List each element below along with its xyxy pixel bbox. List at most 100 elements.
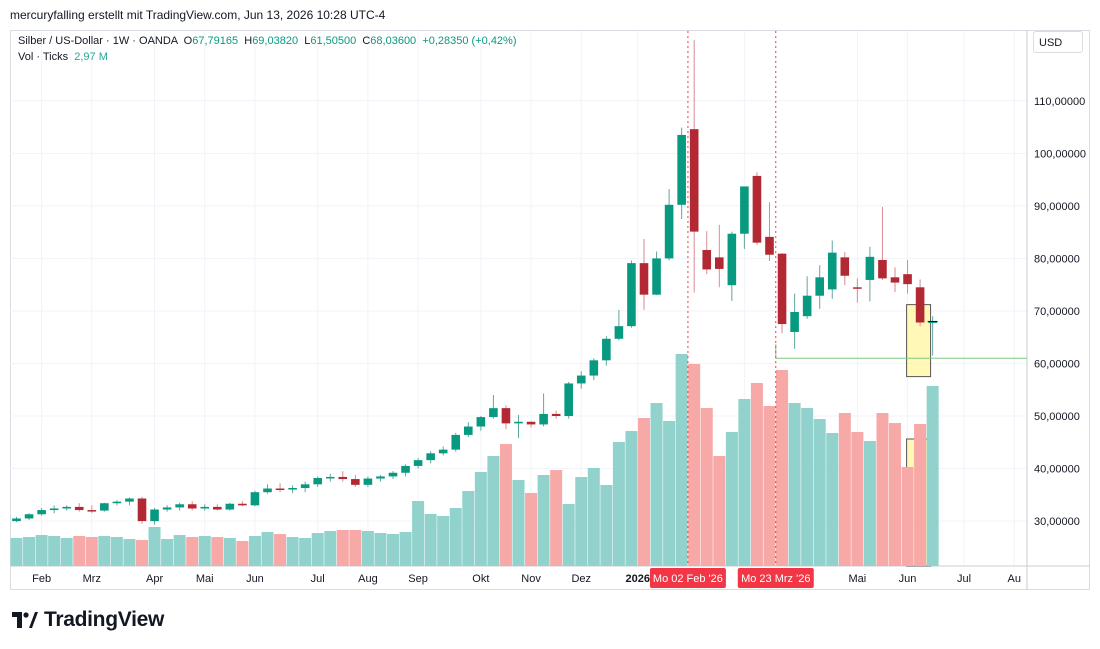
candle-body: [112, 501, 122, 504]
volume-bar: [863, 441, 876, 566]
time-tick-label: Jun: [899, 573, 917, 585]
candle-body: [200, 506, 210, 509]
currency-selector[interactable]: USD: [1033, 31, 1083, 53]
candle-body: [727, 233, 737, 286]
candle-body: [639, 263, 649, 295]
candle-body: [903, 274, 912, 285]
volume-bar: [349, 530, 362, 566]
volume-bar: [35, 535, 48, 566]
candle-body: [501, 408, 511, 424]
volume-bar: [562, 504, 575, 566]
date-marker-badge[interactable]: [649, 568, 726, 588]
candle-body: [300, 484, 310, 488]
volume-bar: [223, 538, 236, 566]
chart-legend: Silber / US-Dollar · 1W · OANDA O67,7916…: [18, 33, 517, 65]
volume-bar: [23, 537, 36, 566]
price-tick-label: 100,00000: [1034, 148, 1086, 160]
volume-bar: [713, 456, 726, 566]
volume-bar: [525, 493, 538, 566]
time-tick-label: Dez: [571, 573, 591, 585]
volume-bar: [248, 536, 261, 566]
candle-body: [853, 287, 862, 289]
volume-bar: [198, 536, 211, 566]
candle-body: [12, 518, 21, 522]
volume-bar: [336, 530, 349, 566]
volume-bar: [838, 413, 851, 566]
volume-bar: [10, 538, 23, 566]
candle-body: [677, 134, 686, 205]
volume-label[interactable]: Vol · Ticks: [18, 51, 69, 63]
candle-body: [150, 509, 159, 522]
candle-body: [890, 277, 900, 283]
candle-body: [363, 478, 373, 485]
chart-frame[interactable]: [10, 30, 1090, 590]
volume-bar: [136, 540, 148, 566]
volume-bar: [826, 433, 839, 566]
volume-bar: [173, 535, 186, 566]
volume-bar: [48, 536, 61, 566]
candle-body: [878, 259, 887, 279]
time-tick-label: Okt: [472, 573, 489, 585]
candle-body: [388, 472, 398, 477]
volume-bar: [186, 537, 199, 566]
volume-bar: [123, 539, 136, 566]
candle-body: [376, 476, 385, 479]
open-value: 67,79165: [192, 35, 239, 47]
candle-body: [288, 487, 297, 490]
volume-bar: [60, 538, 73, 566]
open-label: O: [183, 35, 193, 47]
volume-bar: [487, 456, 500, 566]
price-tick-label: 70,00000: [1034, 306, 1080, 318]
volume-bar: [776, 370, 789, 566]
volume-bar: [387, 534, 399, 566]
candle-body: [576, 375, 586, 384]
volume-bar: [274, 534, 287, 566]
candle-body: [928, 321, 937, 323]
candle-body: [213, 506, 222, 510]
volume-bar: [374, 533, 387, 566]
volume-bar: [261, 532, 274, 566]
candle-body: [589, 360, 599, 376]
time-tick-label: Apr: [146, 573, 163, 585]
time-tick-label: 2026: [625, 573, 649, 585]
candle-body: [438, 449, 448, 454]
time-tick-label: Mai: [196, 573, 214, 585]
volume-bar: [499, 444, 512, 566]
time-tick-label: Jun: [246, 573, 264, 585]
symbol-name[interactable]: Silber / US-Dollar · 1W · OANDA: [18, 35, 178, 47]
volume-bar: [725, 432, 738, 566]
chart-author-header: mercuryfalling erstellt mit TradingView.…: [10, 8, 386, 22]
volume-bar: [889, 423, 901, 566]
low-label: L: [304, 35, 311, 47]
volume-bar: [85, 537, 98, 566]
time-tick-label: Mai: [848, 573, 866, 585]
volume-bar: [688, 364, 701, 566]
candle-body: [827, 252, 837, 290]
volume-bar: [851, 432, 864, 566]
tradingview-logo[interactable]: TradingView: [12, 608, 164, 632]
candle-body: [627, 263, 636, 327]
price-tick-label: 110,00000: [1034, 96, 1085, 108]
time-tick-label: Jul: [311, 573, 325, 585]
volume-bar: [763, 406, 776, 566]
candle-body: [162, 507, 172, 510]
price-tick-label: 80,00000: [1034, 253, 1080, 265]
candle-body: [489, 408, 498, 418]
high-value: 69,03820: [252, 35, 299, 47]
candle-body: [250, 492, 260, 506]
date-marker-badge[interactable]: [737, 568, 814, 588]
candle-body: [551, 413, 561, 417]
symbol-legend-row: Silber / US-Dollar · 1W · OANDA O67,7916…: [18, 33, 517, 49]
price-tick-label: 40,00000: [1034, 464, 1080, 476]
volume-bar: [299, 538, 312, 566]
volume-bar: [449, 508, 462, 566]
date-marker-label: Mo 23 Mrz '26: [741, 573, 810, 585]
candle-body: [526, 421, 536, 425]
volume-bar: [110, 537, 123, 566]
candle-body: [715, 257, 724, 269]
volume-bar: [914, 424, 927, 566]
volume-bar: [462, 491, 475, 566]
candle-body: [865, 256, 875, 280]
volume-bar: [801, 408, 814, 566]
